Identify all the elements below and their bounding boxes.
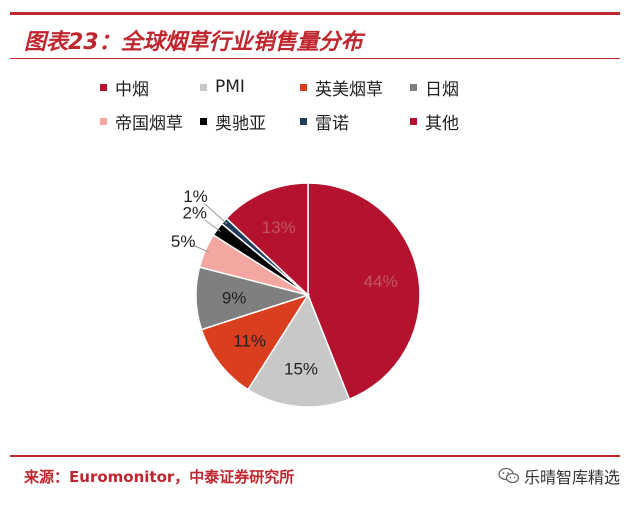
legend-item-zhongyan: 中烟 xyxy=(100,75,200,100)
watermark-text: 乐晴智库精选 xyxy=(524,468,621,487)
legend-row: 帝国烟草 奥驰亚 雷诺 其他 xyxy=(100,104,540,138)
pie-value-label: 2% xyxy=(182,204,207,223)
pie-slice xyxy=(200,293,310,391)
chart-title: 图表23：全球烟草行业销售量分布 xyxy=(24,30,363,55)
legend-swatch xyxy=(100,117,107,125)
title-rule xyxy=(10,58,620,59)
legend-item-other: 其他 xyxy=(410,109,459,134)
legend: 中烟 PMI 英美烟草 日烟 帝国烟草 奥驰亚 雷诺 其他 xyxy=(100,70,540,138)
legend-label: 其他 xyxy=(425,113,459,134)
legend-item-reynolds: 雷诺 xyxy=(300,109,410,134)
source-label: 来源： xyxy=(24,468,70,486)
watermark: 乐晴智库精选 xyxy=(498,464,620,488)
legend-label: 中烟 xyxy=(115,79,149,100)
legend-swatch xyxy=(300,117,307,125)
legend-swatch xyxy=(200,117,207,125)
pie-value-label: 15% xyxy=(284,360,318,379)
legend-label: 日烟 xyxy=(425,79,459,100)
source-note: 来源：Euromonitor，中泰证券研究所 xyxy=(24,466,294,487)
bottom-rule xyxy=(10,455,620,457)
legend-label: 奥驰亚 xyxy=(215,113,266,134)
legend-item-imperial: 帝国烟草 xyxy=(100,109,200,134)
leader-line xyxy=(204,203,228,224)
pie-value-label: 5% xyxy=(171,232,196,251)
legend-row: 中烟 PMI 英美烟草 日烟 xyxy=(100,70,540,104)
pie-slice xyxy=(307,182,421,401)
legend-label: PMI xyxy=(215,77,245,97)
legend-item-jt: 日烟 xyxy=(410,75,459,100)
legend-item-altria: 奥驰亚 xyxy=(200,109,300,134)
legend-swatch xyxy=(410,83,417,91)
pie-value-label: 44% xyxy=(364,272,398,291)
legend-swatch xyxy=(410,117,417,125)
wechat-icon xyxy=(498,467,520,484)
top-rule xyxy=(10,12,620,15)
leader-line xyxy=(193,245,210,253)
legend-swatch xyxy=(100,83,107,91)
pie-value-label: 9% xyxy=(222,288,247,307)
legend-swatch xyxy=(300,83,307,91)
pie-slice xyxy=(246,293,351,408)
legend-label: 帝国烟草 xyxy=(115,113,183,134)
source-value: Euromonitor，中泰证券研究所 xyxy=(69,468,295,486)
leader-line xyxy=(204,219,221,232)
pie-slice xyxy=(225,182,309,297)
legend-swatch xyxy=(200,83,207,91)
pie-value-label: 1% xyxy=(183,187,208,206)
legend-item-bat: 英美烟草 xyxy=(300,75,410,100)
legend-label: 英美烟草 xyxy=(315,79,383,100)
pie-value-label: 11% xyxy=(233,331,266,350)
legend-item-pmi: PMI xyxy=(200,77,300,97)
pie-value-label: 13% xyxy=(262,218,296,237)
legend-label: 雷诺 xyxy=(315,113,349,134)
